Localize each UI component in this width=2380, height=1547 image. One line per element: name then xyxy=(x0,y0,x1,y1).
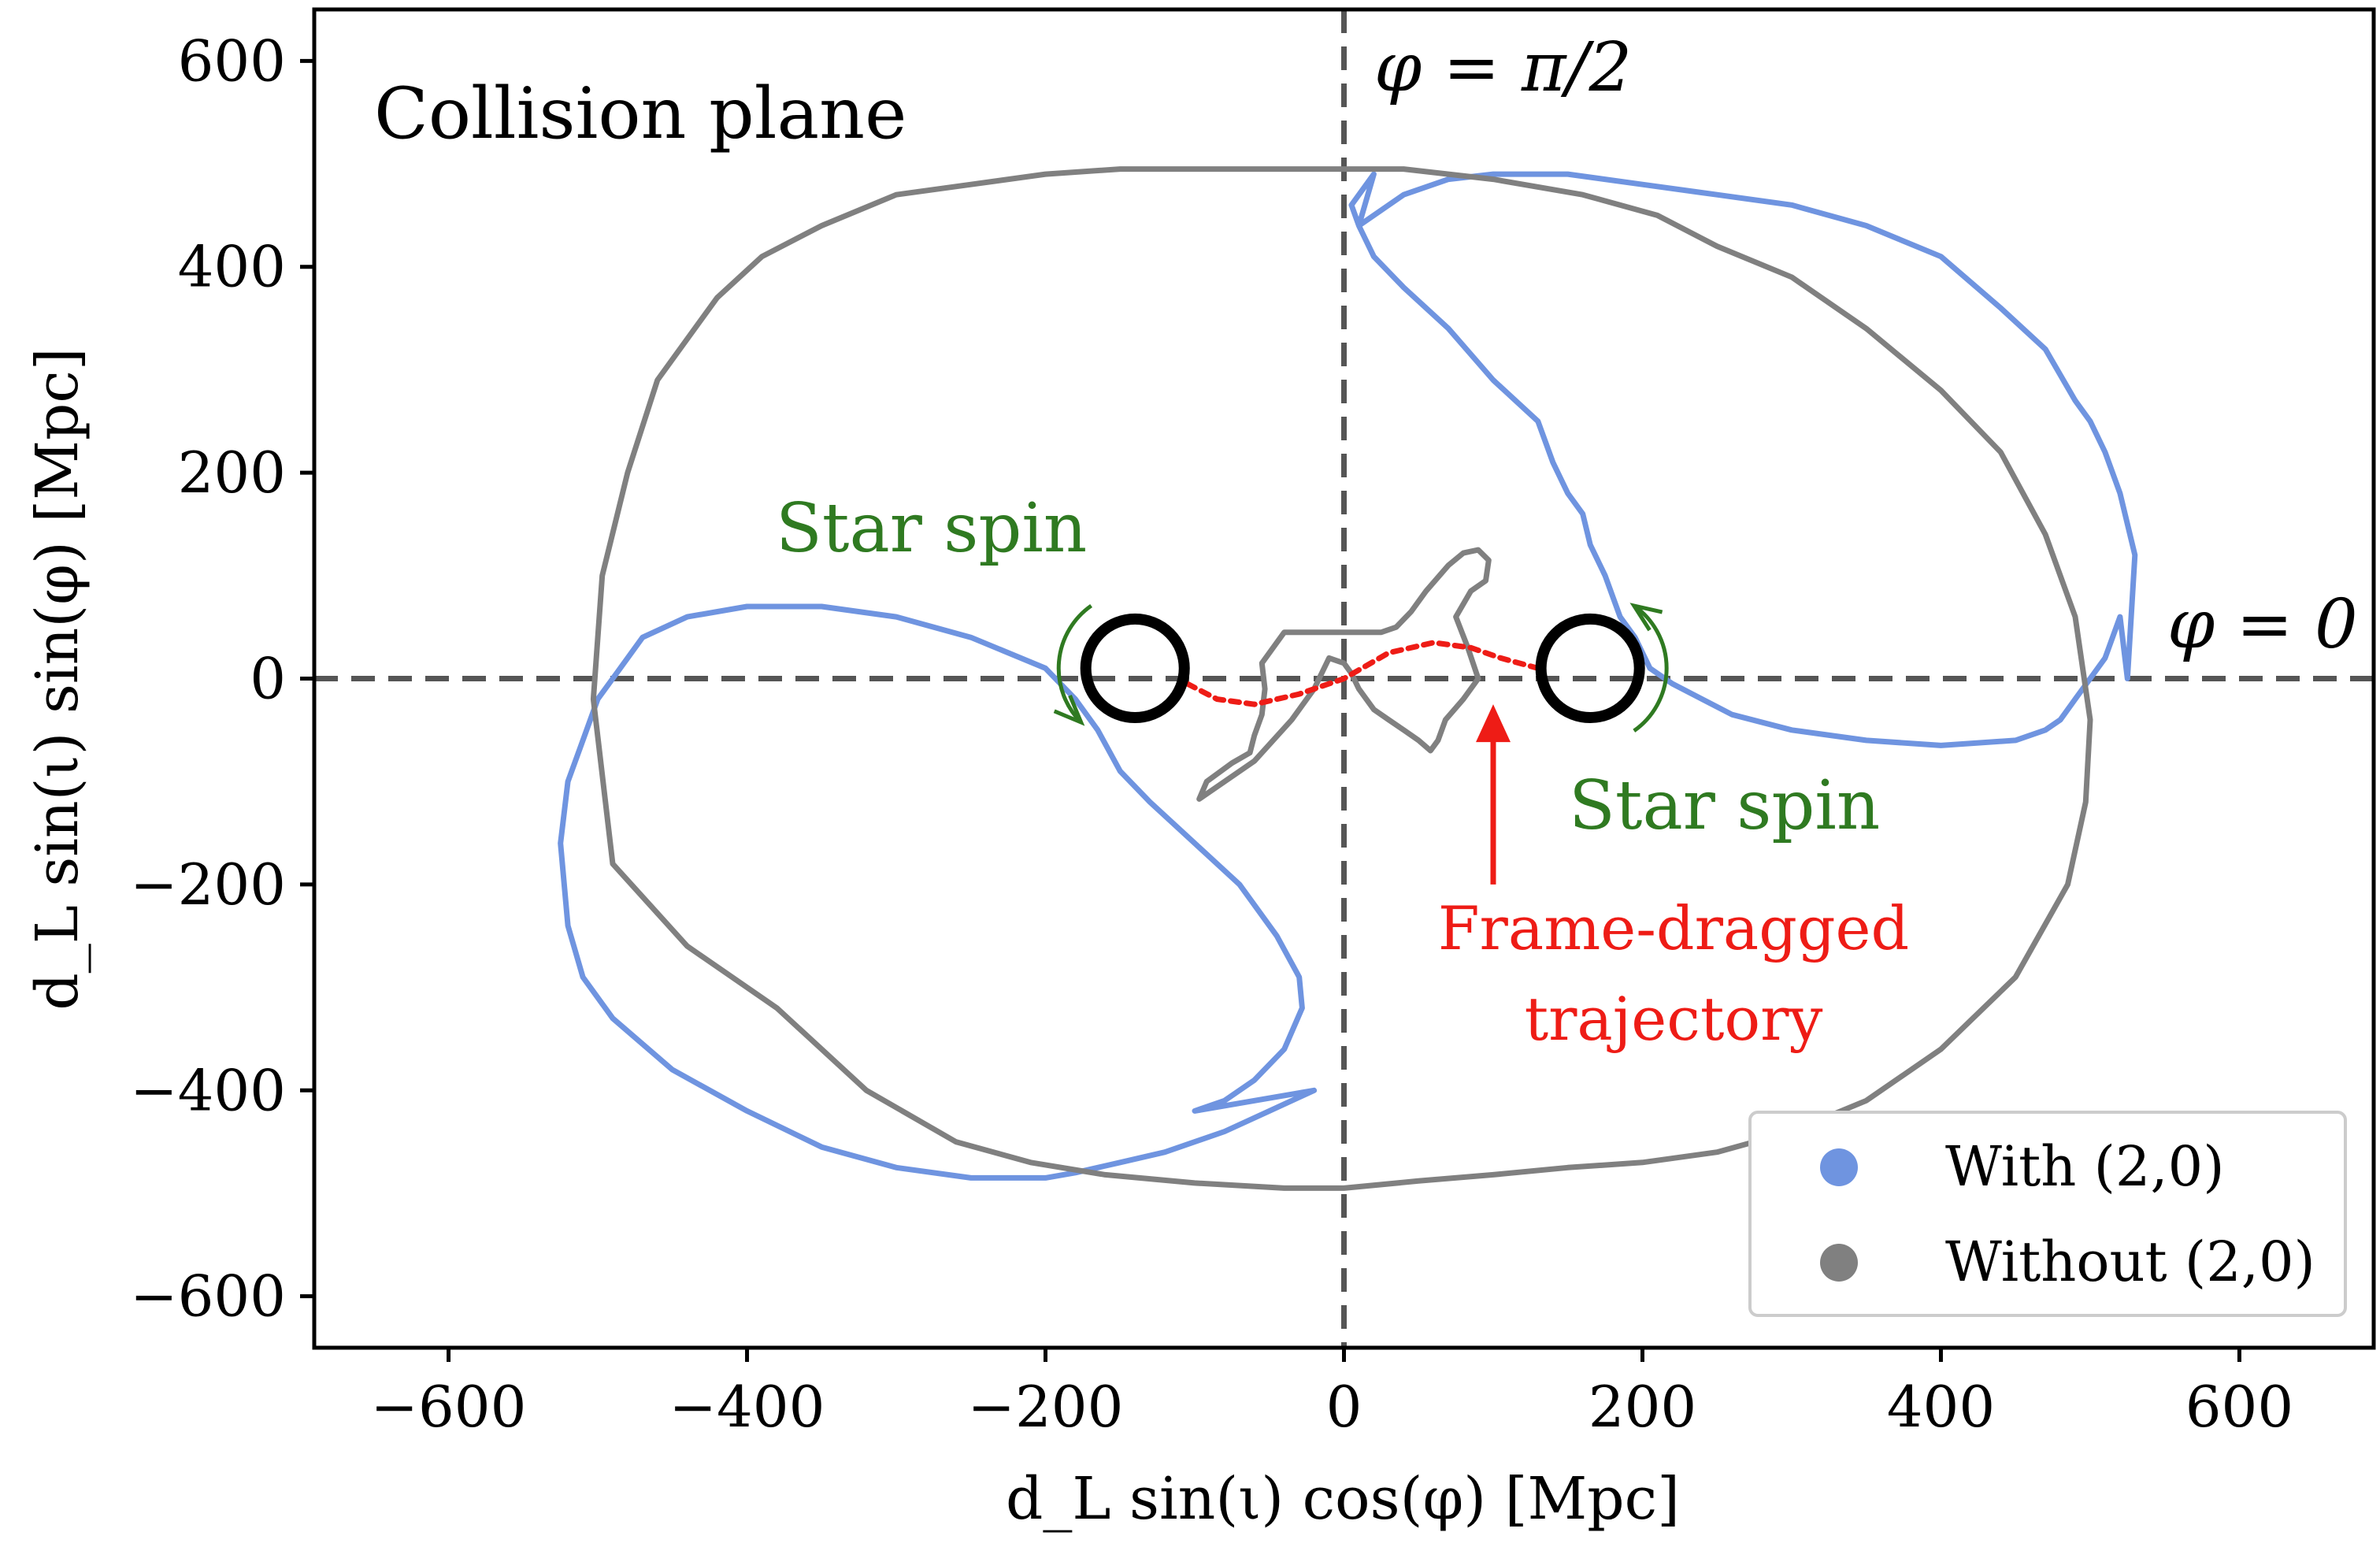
with-20-contour-2 xyxy=(558,603,1318,1181)
spin-arrow-left xyxy=(1056,603,1093,724)
x-tick-label: −200 xyxy=(968,1374,1124,1440)
x-tick-label: 0 xyxy=(1326,1374,1362,1440)
x-tick-label: −400 xyxy=(669,1374,825,1440)
without-20-contour-2 xyxy=(1196,547,1492,802)
trajectory-label-line2: trajectory xyxy=(1525,984,1823,1054)
legend-marker-with xyxy=(1820,1148,1858,1186)
phi-pi-half-label: φ = π/2 xyxy=(1374,28,1632,107)
legend-label-with: With (2,0) xyxy=(1945,1134,2225,1199)
y-tick-label: −400 xyxy=(130,1057,286,1123)
spin-arrow-right-head xyxy=(1629,603,1663,632)
trajectory-label-line1: Frame-dragged xyxy=(1438,893,1909,963)
x-tick-label: −600 xyxy=(371,1374,527,1440)
spin-arrow-left-head xyxy=(1053,695,1085,726)
plot-area xyxy=(314,9,2374,1348)
y-tick-label: −200 xyxy=(130,851,286,918)
phi-zero-label: φ = 0 xyxy=(2167,585,2358,664)
y-tick-label: 400 xyxy=(178,234,286,300)
legend: With (2,0) Without (2,0) xyxy=(1748,1111,2347,1317)
plot-frame xyxy=(312,7,2376,1350)
y-tick-label: 0 xyxy=(250,646,286,712)
y-axis-title: d_L sin(ι) sin(φ) [Mpc] xyxy=(24,347,91,1010)
trajectory-arrow-head xyxy=(1475,704,1511,743)
x-tick-label: 600 xyxy=(2185,1374,2293,1440)
x-axis-title: d_L sin(ι) cos(φ) [Mpc] xyxy=(1006,1465,1680,1533)
y-tick-label: 200 xyxy=(178,440,286,506)
star-spin-label-right: Star spin xyxy=(1569,766,1880,845)
axis-ticks: −600 −400 −200 0 200 400 600 −600 −400 −200 0 200 40… xyxy=(130,28,2293,1440)
x-tick-label: 400 xyxy=(1887,1374,1995,1440)
star-spin-label-left: Star spin xyxy=(776,489,1087,568)
frame-dragged-trajectory-line xyxy=(1184,640,1541,707)
x-tick-label: 200 xyxy=(1589,1374,1696,1440)
chart-title: Collision plane xyxy=(374,72,906,155)
star-right-circle xyxy=(1535,613,1645,723)
spin-arrow-right xyxy=(1633,603,1669,733)
star-left-circle xyxy=(1080,613,1190,723)
with-20-contour-1 xyxy=(1348,171,2138,748)
legend-marker-without xyxy=(1820,1244,1858,1282)
without-20-contour-1 xyxy=(590,166,2093,1191)
y-tick-label: −600 xyxy=(130,1263,286,1330)
legend-box xyxy=(1748,1111,2347,1317)
y-tick-label: 600 xyxy=(178,28,286,94)
legend-label-without: Without (2,0) xyxy=(1945,1230,2315,1294)
